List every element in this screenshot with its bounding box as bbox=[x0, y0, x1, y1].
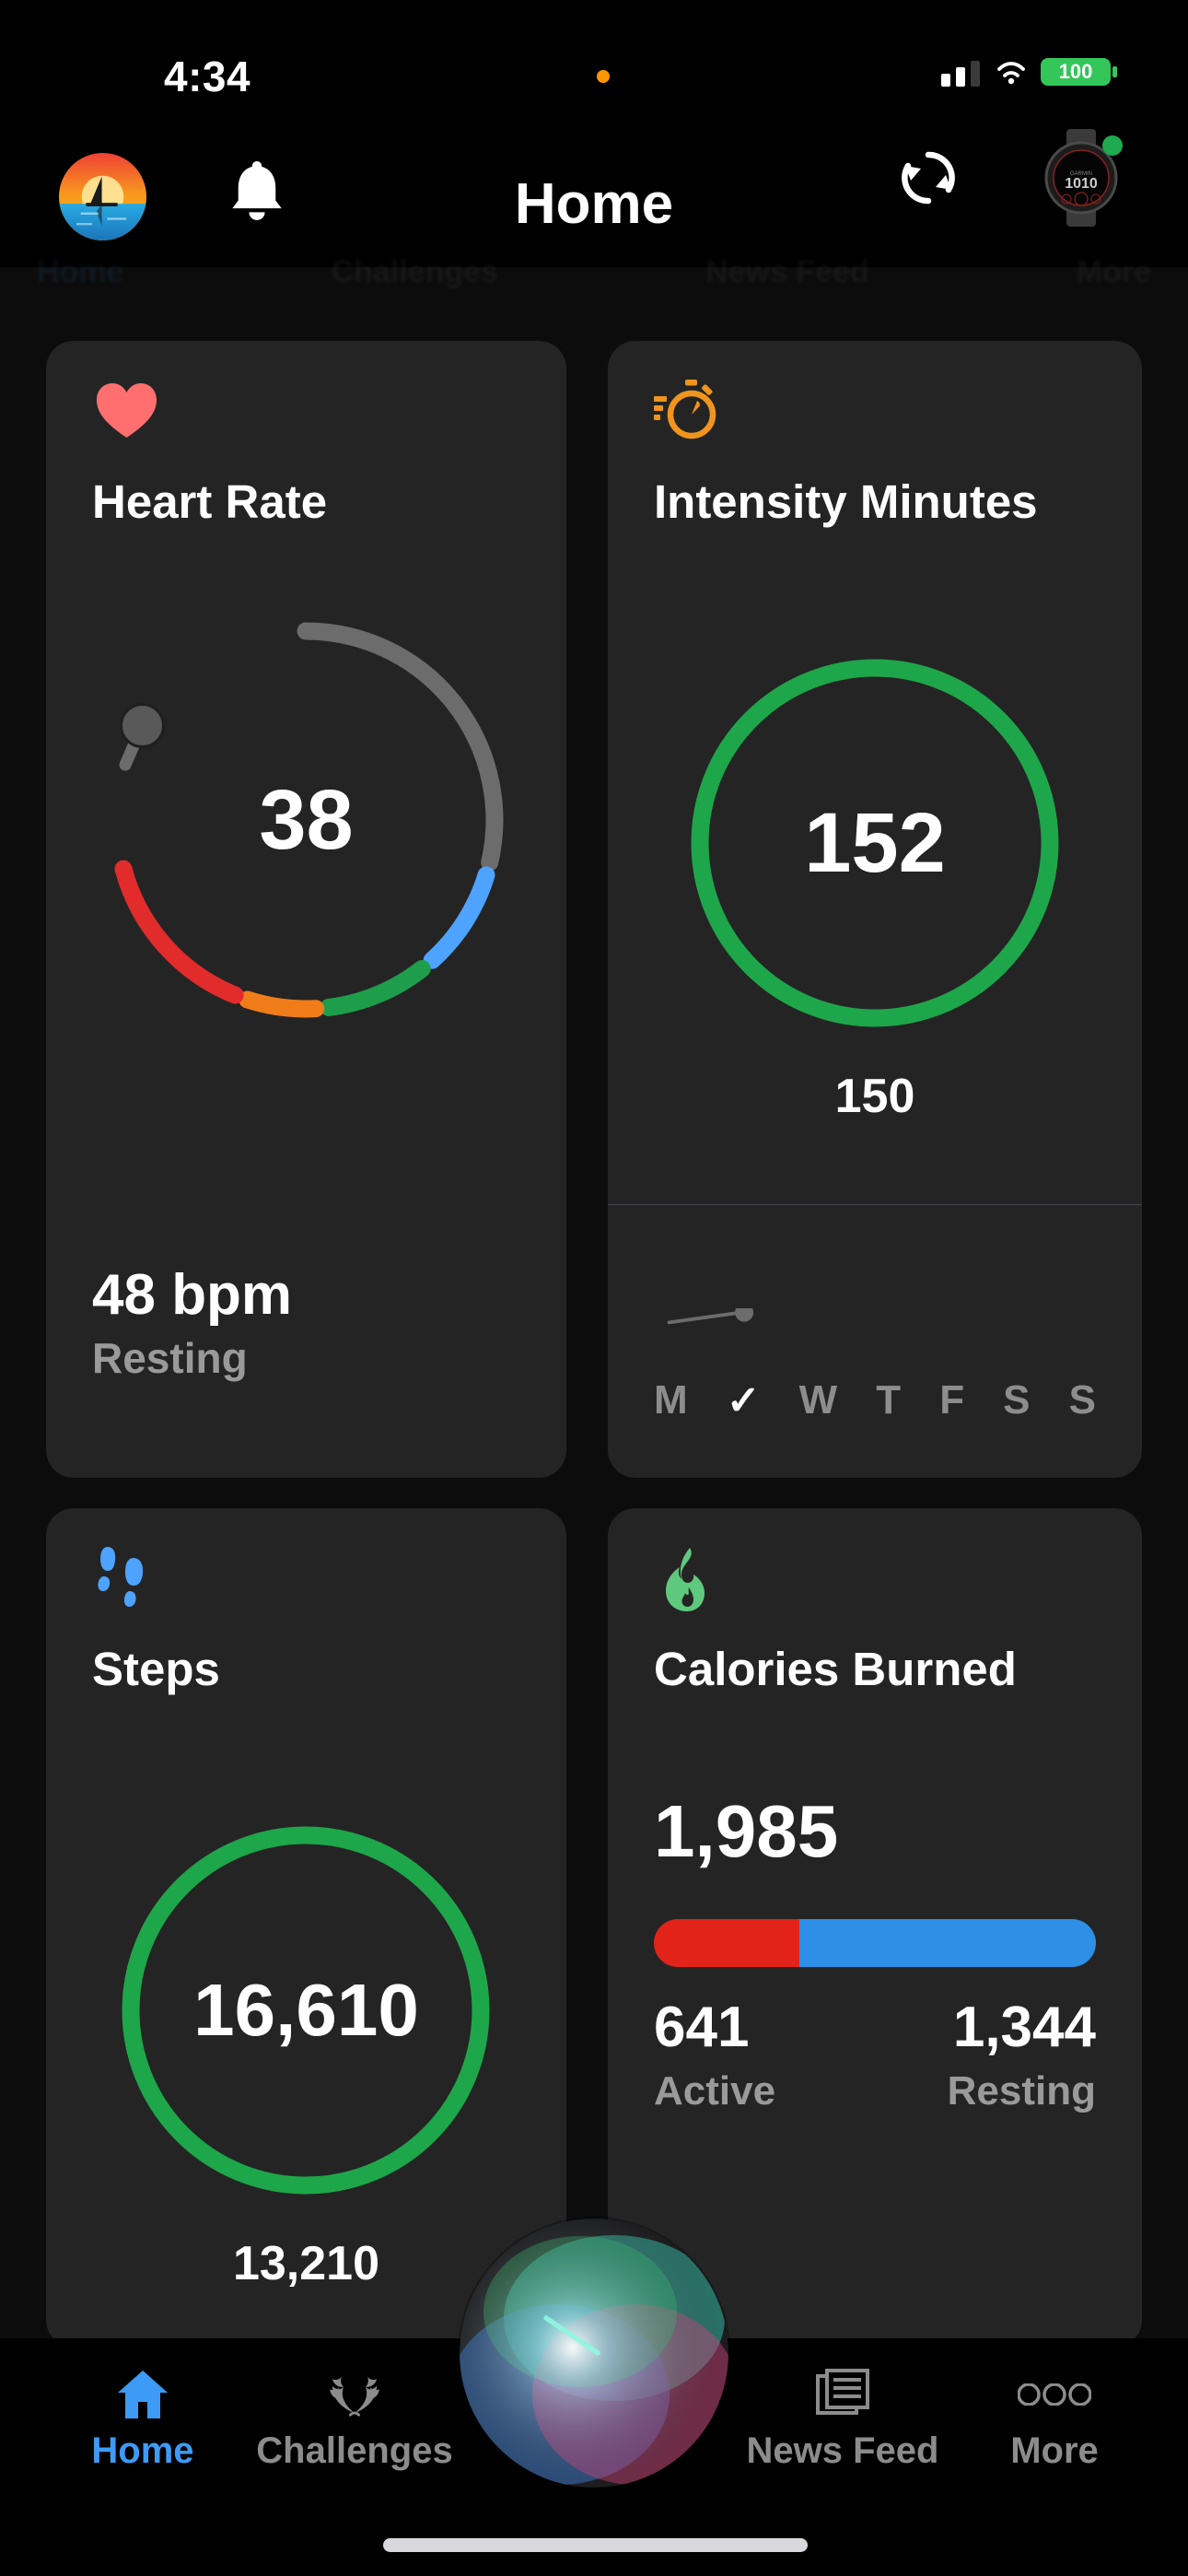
svg-text:1010: 1010 bbox=[1065, 176, 1098, 192]
svg-text:100: 100 bbox=[1059, 60, 1093, 83]
